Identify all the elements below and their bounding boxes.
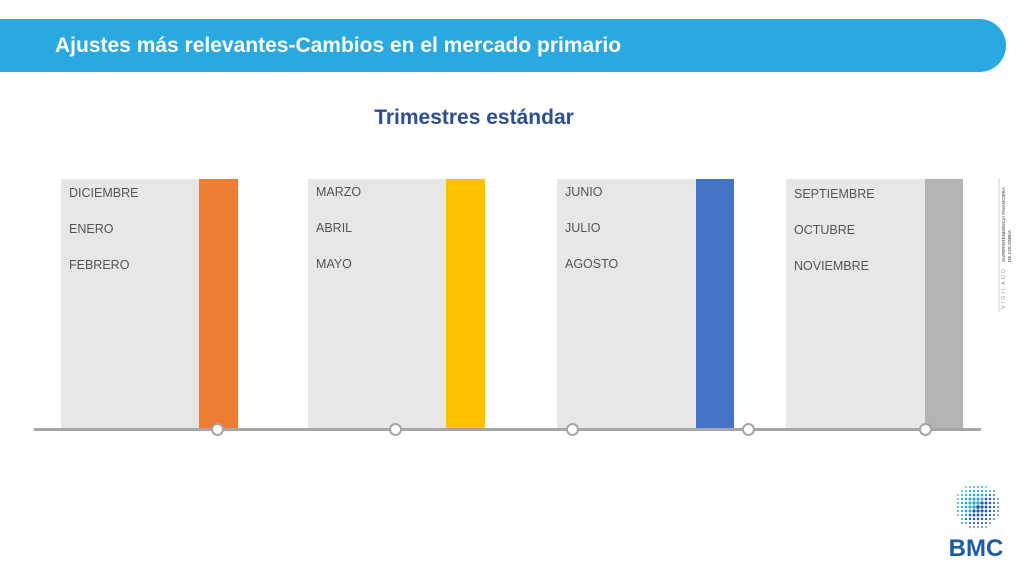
quarter-2-month-2: ABRIL xyxy=(316,221,353,235)
quarter-3-accent-bar xyxy=(696,179,734,430)
quarter-4-month-1: SEPTIEMBRE xyxy=(794,187,875,201)
timeline-marker-2 xyxy=(389,423,402,436)
timeline-marker-1 xyxy=(211,423,224,436)
diagram-subtitle: Trimestres estándar xyxy=(374,106,574,129)
quarter-panel-2: MARZO ABRIL MAYO xyxy=(308,179,446,430)
page-title: Ajustes más relevantes-Cambios en el mer… xyxy=(55,34,622,57)
quarter-3-month-1: JUNIO xyxy=(565,185,603,199)
quarter-3-month-2: JULIO xyxy=(565,221,601,235)
quarter-1-accent-bar xyxy=(199,179,238,430)
timeline-marker-4 xyxy=(742,423,755,436)
quarter-4-accent-bar xyxy=(925,179,963,430)
header-bar: Ajustes más relevantes-Cambios en el mer… xyxy=(0,19,1006,72)
timeline-marker-3 xyxy=(566,423,579,436)
watermark-vigilado-text: VIGILADO xyxy=(1001,267,1007,309)
quarter-2-month-3: MAYO xyxy=(316,257,352,271)
quarter-1-month-3: FEBRERO xyxy=(69,258,130,272)
logo-globe-icon xyxy=(957,486,999,528)
timeline-marker-5 xyxy=(919,423,932,436)
quarter-2-month-1: MARZO xyxy=(316,185,362,199)
quarter-4-month-2: OCTUBRE xyxy=(794,223,856,237)
quarter-2-accent-bar xyxy=(446,179,485,430)
bmc-logo: BMC xyxy=(949,486,1004,562)
quarter-3-month-3: AGOSTO xyxy=(565,257,619,271)
watermark-line1-text: SUPERINTENDENCIA FINANCIERA xyxy=(1001,186,1006,262)
quarter-panel-4: SEPTIEMBRE OCTUBRE NOVIEMBRE xyxy=(786,179,925,430)
logo-text: BMC xyxy=(949,535,1004,562)
watermark-line2-text: DE COLOMBIA xyxy=(1007,229,1012,262)
quarter-1-month-1: DICIEMBRE xyxy=(69,186,139,200)
timeline-line xyxy=(34,428,981,431)
quarter-4-month-3: NOVIEMBRE xyxy=(794,259,870,273)
quarter-panel-1: DICIEMBRE ENERO FEBRERO xyxy=(61,179,199,430)
vigilado-watermark: VIGILADO SUPERINTENDENCIA FINANCIERA DE … xyxy=(998,178,1012,312)
quarter-1-month-2: ENERO xyxy=(69,222,114,236)
quarter-panel-3: JUNIO JULIO AGOSTO xyxy=(557,179,696,430)
